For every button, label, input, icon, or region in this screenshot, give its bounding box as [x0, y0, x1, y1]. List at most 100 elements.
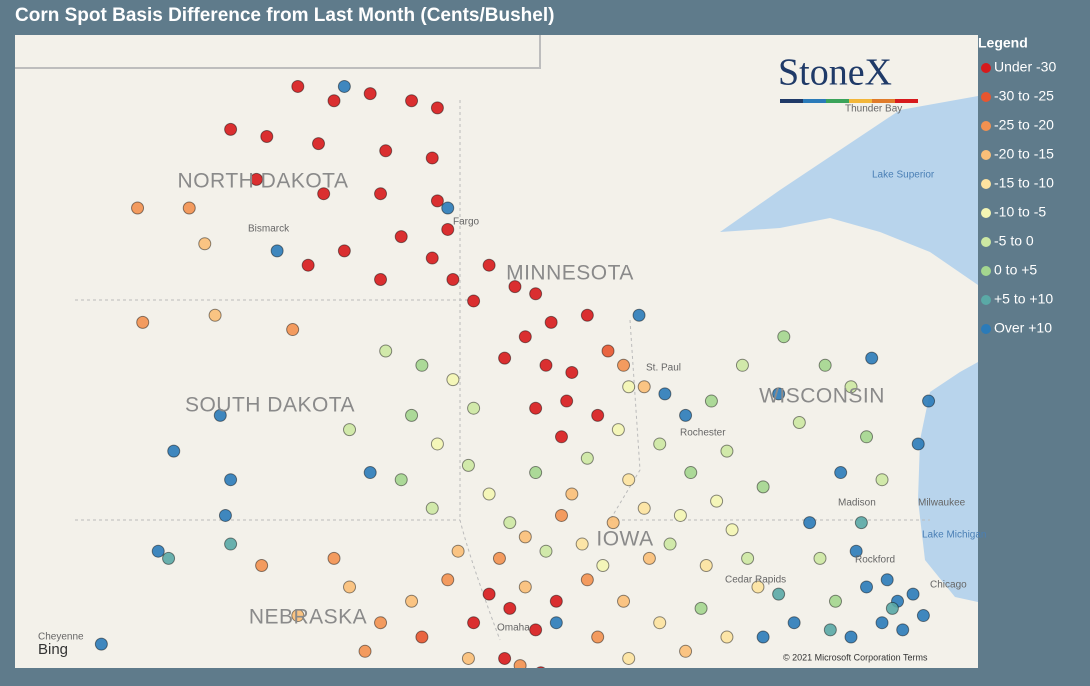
location-point [580, 451, 594, 465]
city-label: St. Paul [646, 363, 681, 374]
location-point [880, 573, 894, 587]
location-point [301, 258, 315, 272]
location-point [415, 630, 429, 644]
location-point [182, 201, 196, 215]
location-point [549, 616, 563, 630]
location-point [844, 630, 858, 644]
location-point [162, 551, 176, 565]
location-point [467, 616, 481, 630]
city-label: Chicago [930, 580, 967, 591]
location-point [374, 616, 388, 630]
lake [918, 362, 978, 602]
location-point [591, 408, 605, 422]
location-point [844, 380, 858, 394]
location-point [503, 601, 517, 615]
location-point [430, 101, 444, 115]
location-point [529, 623, 543, 637]
location-point [787, 616, 801, 630]
legend-label: -30 to -25 [994, 88, 1054, 104]
state-label: SOUTH DAKOTA [185, 394, 355, 417]
state-label: NEBRASKA [249, 606, 367, 629]
location-point [317, 187, 331, 201]
legend-swatch [981, 92, 991, 102]
location-point [720, 630, 734, 644]
location-point [885, 601, 899, 615]
location-point [658, 387, 672, 401]
location-point [741, 551, 755, 565]
water-label: Lake Michigan [922, 530, 986, 541]
location-point [560, 394, 574, 408]
location-point [218, 508, 232, 522]
location-point [405, 408, 419, 422]
location-point [823, 623, 837, 637]
legend-label: -25 to -20 [994, 117, 1054, 133]
location-point [374, 187, 388, 201]
location-point [224, 537, 238, 551]
location-point [554, 508, 568, 522]
location-point [854, 516, 868, 530]
location-point [922, 394, 936, 408]
location-point [772, 387, 786, 401]
legend-label: Over +10 [994, 320, 1052, 336]
legend-swatch [981, 63, 991, 73]
location-point [617, 358, 631, 372]
location-point [865, 351, 879, 365]
brand-bar [849, 99, 872, 103]
legend-label: +5 to +10 [994, 291, 1053, 307]
location-point [312, 137, 325, 151]
location-point [441, 222, 455, 236]
location-point [653, 437, 667, 451]
location-point [536, 666, 546, 668]
legend-label: -20 to -15 [994, 146, 1054, 162]
legend-swatch [981, 121, 991, 131]
location-point [508, 280, 522, 294]
location-point [327, 551, 341, 565]
legend-swatch [981, 266, 991, 276]
location-point [461, 458, 475, 472]
city-label: Cheyenne [38, 632, 84, 643]
city-label: Fargo [453, 217, 480, 228]
city-label: Milwaukee [918, 498, 966, 509]
legend-label: -15 to -10 [994, 175, 1054, 191]
location-point [860, 430, 874, 444]
legend-swatch [981, 324, 991, 334]
location-point [896, 623, 910, 637]
location-point [167, 444, 181, 458]
legend-label: -5 to 0 [994, 233, 1034, 249]
location-point [544, 315, 558, 329]
legend-title: Legend [978, 35, 1028, 51]
location-point [482, 487, 496, 501]
legend-swatch [981, 208, 991, 218]
location-point [394, 473, 408, 487]
location-point [286, 323, 300, 337]
location-point [415, 358, 429, 372]
location-point [255, 559, 269, 572]
location-point [911, 437, 925, 451]
location-point [565, 487, 579, 501]
location-point [694, 601, 708, 615]
location-point [637, 501, 651, 515]
location-point [818, 358, 832, 372]
land [15, 35, 978, 668]
location-point [430, 437, 444, 451]
city-label: Omaha [497, 623, 530, 634]
location-point [554, 430, 568, 444]
legend-swatch [981, 237, 991, 247]
location-point [622, 380, 636, 394]
location-point [379, 144, 393, 158]
city-label: Madison [838, 498, 876, 509]
title: Corn Spot Basis Difference from Last Mon… [15, 5, 554, 26]
location-point [596, 559, 610, 572]
location-point [580, 308, 594, 322]
location-point [725, 523, 739, 537]
brand: StoneX [778, 52, 892, 94]
location-point [213, 408, 227, 422]
location-point [451, 544, 465, 558]
location-point [405, 94, 419, 108]
location-point [492, 551, 506, 565]
location-point [756, 630, 770, 644]
location-point [684, 466, 698, 480]
location-point [198, 237, 212, 251]
location-point [461, 651, 475, 665]
